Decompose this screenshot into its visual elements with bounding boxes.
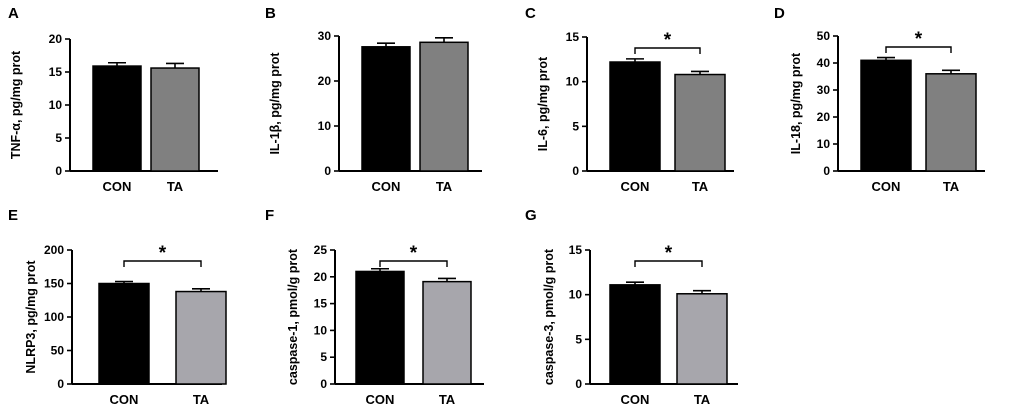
bar-ta: [676, 293, 728, 385]
y-tick-label: 30: [318, 29, 332, 43]
panel-letter: C: [525, 5, 536, 22]
category-label: CON: [621, 179, 650, 194]
y-tick-label: 0: [823, 164, 830, 178]
category-label: TA: [692, 179, 709, 194]
bar-ta: [674, 73, 726, 172]
panel-letter: F: [265, 207, 274, 224]
significance-star: *: [665, 243, 673, 264]
y-tick-label: 5: [55, 131, 62, 145]
category-label: TA: [167, 179, 184, 194]
y-tick-label: 5: [320, 350, 327, 364]
y-tick-label: 15: [569, 243, 583, 257]
y-tick-label: 10: [566, 75, 580, 89]
y-tick-label: 50: [817, 29, 831, 43]
bar-con: [355, 270, 405, 385]
y-tick-label: 100: [44, 310, 64, 324]
category-label: CON: [103, 179, 132, 194]
bar-con: [98, 282, 150, 385]
y-axis-label: NLRP3, pg/mg prot: [24, 260, 38, 374]
y-axis-label: TNF-α, pg/mg prot: [9, 50, 23, 159]
significance-bracket: [634, 47, 701, 54]
y-tick-label: 15: [49, 65, 63, 79]
category-label: CON: [872, 179, 901, 194]
y-tick-label: 10: [49, 98, 63, 112]
y-tick-label: 20: [318, 74, 332, 88]
y-tick-label: 200: [44, 243, 64, 257]
y-tick-label: 20: [49, 32, 63, 46]
y-axis-label: caspase-3, pmol/g prot: [542, 248, 556, 385]
y-axis-label: IL-1β, pg/mg prot: [268, 52, 282, 155]
significance-star: *: [915, 29, 923, 50]
bar-ta: [175, 290, 227, 385]
y-axis-label: IL-6, pg/mg prot: [536, 56, 550, 151]
bar-con: [609, 61, 661, 172]
y-tick-label: 0: [575, 377, 582, 391]
y-tick-label: 5: [575, 332, 582, 346]
category-label: CON: [366, 392, 395, 407]
y-tick-label: 150: [44, 277, 64, 291]
y-tick-label: 0: [572, 164, 579, 178]
bar-ta: [422, 280, 472, 385]
chart-panel-d: D 0 10 20 30 40 50 IL-18, pg/mg prot CON TA *: [774, 5, 985, 194]
category-label: TA: [436, 179, 453, 194]
category-label: CON: [110, 392, 139, 407]
chart-panel-c: C 0 5 10 15 IL-6, pg/mg prot CON TA *: [525, 5, 734, 194]
chart-panel-g: G 0 5 10 15 caspase-3, pmol/g prot CON TA *: [525, 207, 738, 407]
bar-ta: [150, 67, 200, 172]
category-label: TA: [694, 392, 711, 407]
bar-con: [609, 284, 661, 385]
y-axis-label: IL-18, pg/mg prot: [789, 52, 803, 154]
significance-bracket: [634, 260, 703, 267]
bar-con: [92, 65, 142, 172]
bar-ta: [925, 73, 977, 172]
y-tick-label: 10: [314, 323, 328, 337]
chart-panel-b: B 0 10 20 30 IL-1β, pg/mg prot CON TA: [265, 5, 482, 194]
panel-letter: B: [265, 5, 276, 22]
y-tick-label: 20: [314, 270, 328, 284]
y-tick-label: 20: [817, 110, 831, 124]
y-tick-label: 10: [817, 137, 831, 151]
panel-letter: A: [8, 5, 19, 22]
significance-star: *: [159, 243, 167, 264]
chart-panel-a: A 0 5 10 15 20 TNF-α, pg/mg prot CON TA: [8, 5, 218, 194]
y-tick-label: 0: [57, 377, 64, 391]
category-label: CON: [372, 179, 401, 194]
y-tick-label: 5: [572, 119, 579, 133]
y-tick-label: 10: [569, 288, 583, 302]
y-tick-label: 50: [51, 344, 65, 358]
panel-letter: D: [774, 5, 785, 22]
significance-bracket: [885, 46, 952, 53]
y-tick-label: 40: [817, 56, 831, 70]
chart-panel-f: F 0 5 10 15 20 25 caspase-1, pmol/g prot CON TA *: [265, 207, 484, 407]
y-axis-label: caspase-1, pmol/g prot: [286, 248, 300, 385]
y-tick-label: 0: [320, 377, 327, 391]
y-tick-label: 15: [566, 30, 580, 44]
y-tick-label: 30: [817, 83, 831, 97]
bar-ta: [419, 41, 469, 172]
bar-con: [361, 46, 411, 172]
y-tick-label: 10: [318, 119, 332, 133]
significance-star: *: [410, 243, 418, 264]
y-tick-label: 0: [324, 164, 331, 178]
y-tick-label: 15: [314, 297, 328, 311]
bar-con: [860, 59, 912, 172]
category-label: TA: [193, 392, 210, 407]
significance-bracket: [123, 260, 202, 267]
y-tick-label: 0: [55, 164, 62, 178]
category-label: CON: [621, 392, 650, 407]
y-tick-label: 25: [314, 243, 328, 257]
panel-letter: E: [8, 207, 18, 224]
category-label: TA: [943, 179, 960, 194]
chart-panel-e: E 0 50 100 150 200 NLRP3, pg/mg prot CON TA *: [8, 207, 227, 407]
category-label: TA: [439, 392, 456, 407]
panel-letter: G: [525, 207, 537, 224]
significance-star: *: [664, 30, 672, 51]
significance-bracket: [379, 260, 448, 267]
